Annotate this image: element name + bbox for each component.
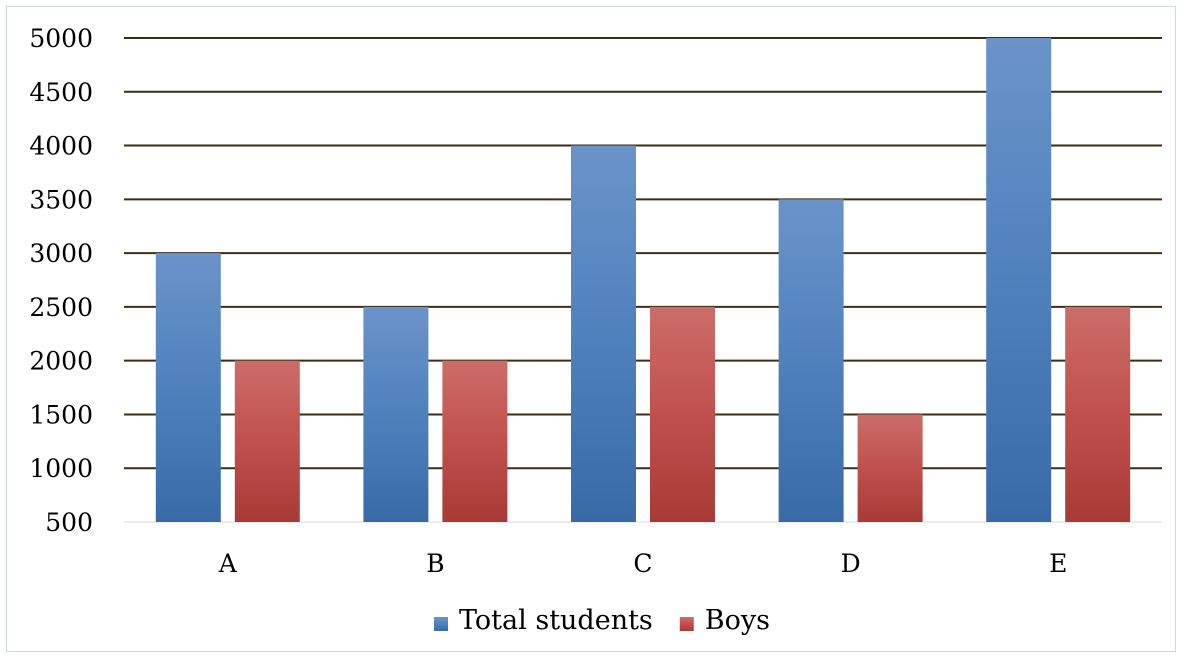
y-tick-label: 2500 — [29, 293, 93, 322]
bars — [155, 38, 1131, 523]
legend-total-students-swatch — [434, 617, 448, 631]
boys-bar-d — [857, 414, 923, 522]
total-students-bar-c — [571, 145, 636, 523]
y-tick-label: 1500 — [29, 400, 93, 429]
x-tick-label: E — [1049, 549, 1067, 578]
y-tick-label: 500 — [45, 508, 93, 537]
x-tick-label: B — [426, 549, 444, 578]
y-tick-label: 5000 — [29, 24, 93, 53]
y-tick-label: 1000 — [29, 454, 93, 483]
total-students-bar-b — [363, 306, 429, 522]
total-students-bar-a — [155, 253, 221, 522]
y-tick-label: 4500 — [29, 78, 93, 107]
boys-bar-b — [442, 360, 508, 522]
legend-total-students-label: Total students — [459, 605, 653, 636]
y-tick-label: 3000 — [29, 239, 93, 268]
legend-boys-label: Boys — [705, 605, 770, 636]
boys-bar-e — [1065, 306, 1131, 522]
x-tick-label: D — [841, 549, 861, 578]
x-axis-tick-labels: A B C D E — [218, 549, 1068, 578]
y-axis-tick-labels: 500 1000 1500 2000 2500 3000 3500 4000 4500 5000 — [29, 24, 93, 537]
legend: Total students Boys — [434, 605, 770, 636]
y-tick-label: 3500 — [29, 185, 93, 214]
legend-boys-swatch — [679, 617, 694, 631]
boys-bar-a — [234, 360, 300, 522]
total-students-bar-d — [778, 199, 844, 523]
x-tick-label: A — [218, 549, 238, 578]
y-tick-label: 4000 — [29, 132, 93, 161]
x-tick-label: C — [633, 549, 652, 578]
boys-bar-c — [650, 306, 715, 522]
total-students-bar-e — [986, 38, 1052, 522]
y-tick-label: 2000 — [29, 347, 93, 376]
